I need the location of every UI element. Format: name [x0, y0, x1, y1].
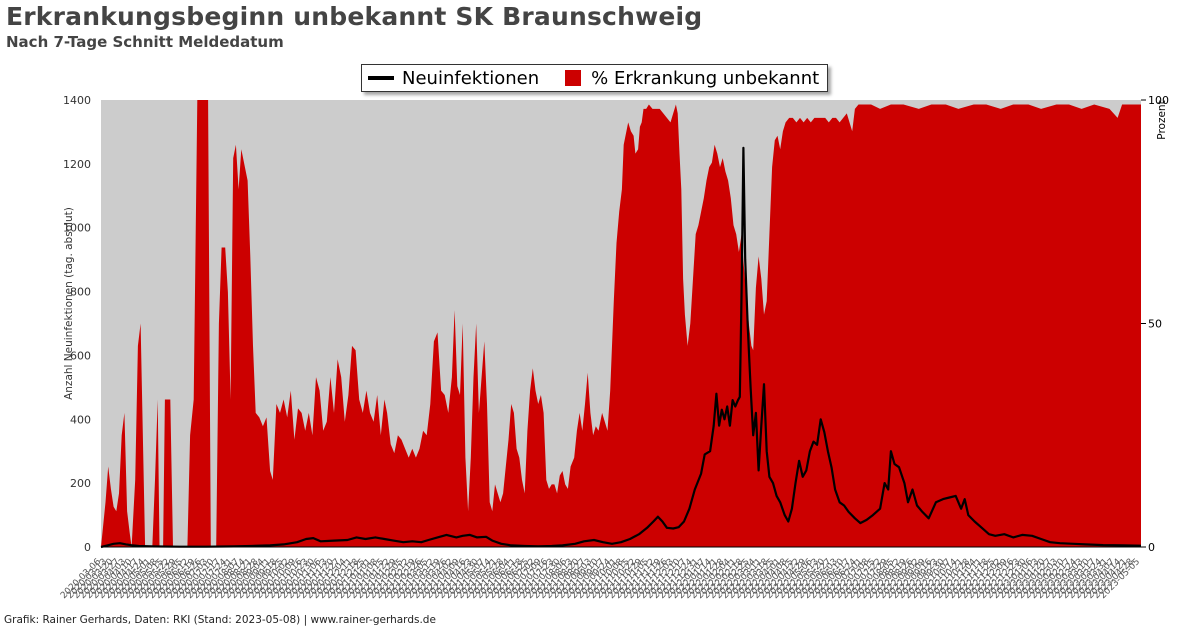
- y-axis-label-left: Anzahl Neuinfektionen (tag. absolut): [63, 207, 75, 400]
- legend-area-swatch: [565, 70, 582, 86]
- chart-title: Erkrankungsbeginn unbekannt SK Braunschw…: [6, 2, 703, 31]
- chart-subtitle: Nach 7-Tage Schnitt Meldedatum: [6, 33, 284, 51]
- line-series-layer: [100, 146, 1142, 549]
- y-tick-label-left: 0: [84, 541, 91, 554]
- y-tick-label-left: 600: [70, 349, 91, 362]
- y-tick-label-left: 400: [70, 413, 91, 426]
- y-tick-label-right: 50: [1148, 318, 1162, 331]
- legend-label-erkrankung-unbekannt: % Erkrankung unbekannt: [591, 67, 820, 89]
- y-tick-label-left: 1200: [63, 158, 91, 171]
- y-tick-label-left: 1400: [63, 94, 91, 107]
- y-tick-label-right: 0: [1148, 541, 1155, 554]
- legend-item-erkrankung-unbekannt: % Erkrankung unbekannt: [539, 68, 819, 89]
- y-tick-label-left: 200: [70, 477, 91, 490]
- legend-line-swatch: [368, 76, 394, 80]
- area-series-erkrankung-unbekannt: [101, 100, 1141, 547]
- y-tick-label-left: 1000: [63, 222, 91, 235]
- chart-legend: Neuinfektionen % Erkrankung unbekannt: [361, 64, 829, 92]
- y-tick-label-left: 800: [70, 286, 91, 299]
- axes-layer: 02004006008001000120014000501002020-03-0…: [59, 94, 1169, 601]
- area-series-layer: [101, 100, 1141, 547]
- legend-item-neuinfektionen: Neuinfektionen: [368, 68, 539, 89]
- line-series-neuinfektionen: [100, 146, 1142, 549]
- footer-credit: Grafik: Rainer Gerhards, Daten: RKI (Sta…: [4, 614, 436, 626]
- y-tick-label-right: 100: [1148, 94, 1169, 107]
- y-axis-label-right: Prozent: [1156, 100, 1168, 139]
- legend-label-neuinfektionen: Neuinfektionen: [402, 67, 540, 89]
